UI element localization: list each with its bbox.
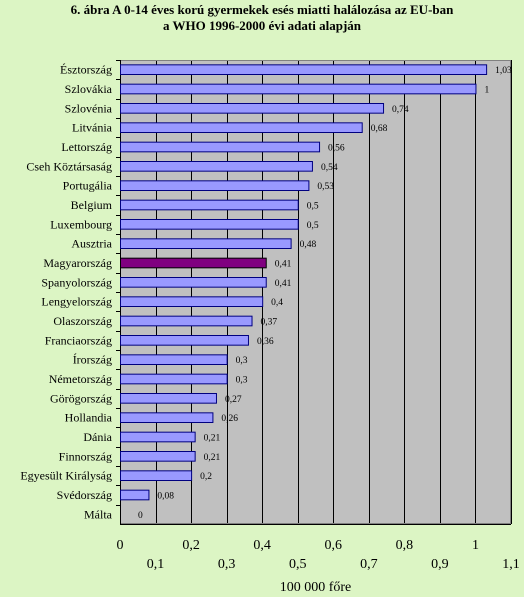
bar	[120, 315, 253, 327]
category-label: Egyesült Királyság	[20, 469, 112, 483]
data-label: 0,21	[204, 434, 221, 444]
bar	[120, 470, 193, 482]
data-label: 1	[484, 86, 489, 96]
data-label: 0,27	[225, 395, 242, 405]
chart-title: 6. ábra A 0-14 éves korú gyermekek esés …	[0, 2, 524, 34]
category-label: Görögország	[50, 391, 112, 405]
data-label: 0,5	[307, 221, 319, 231]
category-label: Szlovénia	[65, 101, 113, 115]
category-label: Lettország	[61, 140, 112, 154]
x-tick-label: 0,8	[396, 538, 414, 553]
category-label: Finnország	[59, 449, 112, 463]
x-tick-label: 0,4	[253, 538, 271, 553]
data-label: 0,3	[236, 376, 248, 386]
bar	[120, 103, 385, 114]
bar	[120, 296, 264, 308]
bar	[120, 180, 310, 191]
x-tick-label: 0,1	[147, 557, 165, 572]
data-label: 0,3	[236, 356, 248, 366]
category-label: Lengyelország	[41, 295, 112, 309]
data-label: 0	[138, 511, 143, 521]
category-label: Svédország	[57, 488, 112, 502]
bar	[120, 412, 214, 424]
plot-area	[120, 60, 511, 524]
data-label: 0,37	[261, 318, 278, 328]
bar	[120, 431, 196, 443]
bar	[120, 335, 249, 346]
data-label: 0,48	[300, 240, 317, 250]
category-label: Magyarország	[43, 256, 112, 270]
data-label: 0,54	[321, 163, 338, 173]
bar	[120, 122, 363, 134]
bar	[120, 64, 488, 76]
x-tick-label: 0,6	[325, 538, 343, 553]
data-label: 0,74	[392, 105, 409, 115]
x-tick-label: 0,7	[360, 557, 378, 572]
data-label: 0,08	[157, 492, 174, 502]
bar	[120, 373, 228, 385]
category-label: Ausztria	[71, 237, 112, 251]
data-label: 0,68	[371, 124, 388, 134]
category-label: Litvánia	[72, 121, 113, 135]
bar	[120, 219, 299, 230]
data-label: 0,2	[200, 472, 212, 482]
chart-title-line-2: a WHO 1996-2000 évi adati alapján	[162, 18, 362, 33]
category-label: Portugália	[63, 179, 113, 193]
bar	[120, 354, 228, 366]
category-label: Málta	[84, 507, 113, 521]
data-label: 0,41	[275, 260, 292, 270]
category-label: Spanyolország	[41, 275, 112, 289]
bar	[120, 393, 217, 404]
x-tick-label: 1,1	[502, 557, 520, 572]
data-label: 0,5	[307, 202, 319, 212]
category-label: Luxembourg	[50, 217, 112, 231]
category-label: Dánia	[83, 430, 112, 444]
bar	[120, 161, 313, 172]
category-label: Észtország	[60, 63, 112, 77]
data-label: 0,36	[257, 337, 274, 347]
data-label: 0,26	[221, 414, 238, 424]
x-tick-label: 0,3	[218, 557, 236, 572]
category-label: Belgium	[71, 198, 113, 212]
category-label: Franciaország	[45, 333, 112, 347]
data-label: 1,03	[495, 66, 512, 76]
x-tick-label: 0	[117, 538, 124, 553]
category-label: Németország	[49, 372, 112, 386]
bar	[120, 277, 267, 288]
data-label: 0,41	[275, 279, 292, 289]
bar	[120, 83, 477, 95]
bar	[120, 451, 196, 462]
chart-title-line-1: 6. ábra A 0-14 éves korú gyermekek esés …	[70, 2, 454, 17]
bar	[120, 199, 299, 211]
x-tick-label: 1	[472, 538, 479, 553]
category-label: Írország	[73, 353, 112, 367]
x-tick-label: 0,9	[431, 557, 449, 572]
category-label: Olaszország	[53, 314, 112, 328]
bar	[120, 238, 292, 249]
category-label: Hollandia	[65, 411, 113, 425]
category-label: Cseh Köztársaság	[26, 159, 112, 173]
data-label: 0,4	[271, 298, 283, 308]
x-tick-label: 0,5	[289, 557, 307, 572]
data-label: 0,21	[204, 453, 221, 463]
x-axis-title: 100 000 főre	[280, 580, 352, 595]
bar	[120, 489, 150, 501]
x-tick-label: 0,2	[182, 538, 200, 553]
bar	[120, 141, 321, 153]
category-label: Szlovákia	[65, 82, 113, 96]
bar-highlight	[120, 257, 267, 269]
data-label: 0,56	[328, 144, 345, 154]
data-label: 0,53	[317, 182, 334, 192]
